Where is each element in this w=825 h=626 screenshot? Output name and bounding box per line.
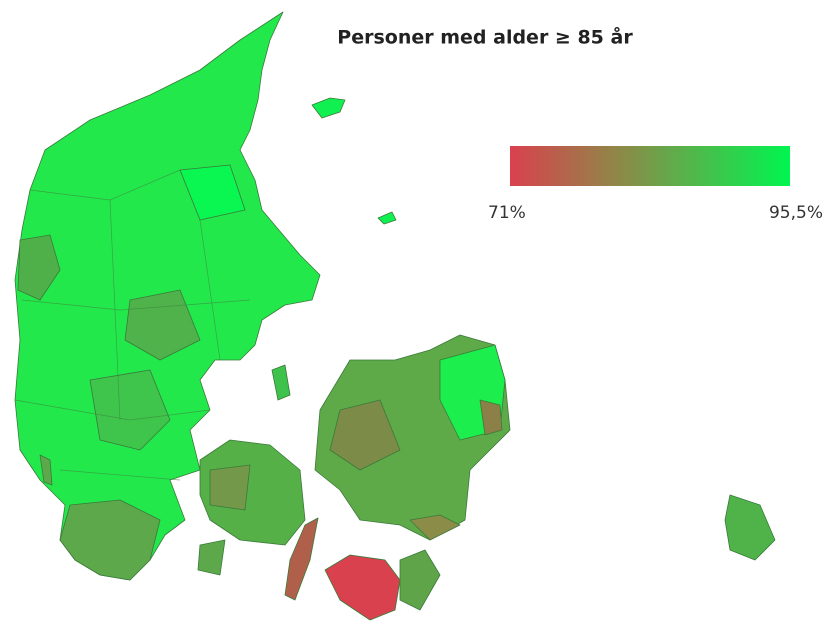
region-border — [14, 169, 251, 481]
island — [197, 539, 226, 576]
funen — [199, 439, 306, 546]
lolland — [324, 554, 401, 621]
region — [479, 399, 503, 436]
legend-gradient — [510, 146, 790, 186]
region — [329, 399, 401, 471]
anholt — [311, 97, 346, 119]
samsoe — [271, 364, 291, 401]
region — [179, 164, 246, 221]
region — [409, 514, 461, 541]
map-title: Personer med alder ≥ 85 år — [337, 25, 633, 49]
region — [209, 464, 251, 511]
legend-min-label: 71% — [488, 203, 526, 223]
bornholm — [724, 494, 776, 561]
region — [89, 369, 171, 451]
legend-max-label: 95,5% — [769, 203, 823, 223]
island — [39, 454, 53, 486]
region — [124, 289, 201, 361]
map — [14, 11, 776, 621]
region — [59, 499, 161, 581]
island — [377, 211, 397, 225]
langeland — [284, 517, 319, 601]
region — [17, 234, 61, 301]
falster — [399, 549, 441, 611]
